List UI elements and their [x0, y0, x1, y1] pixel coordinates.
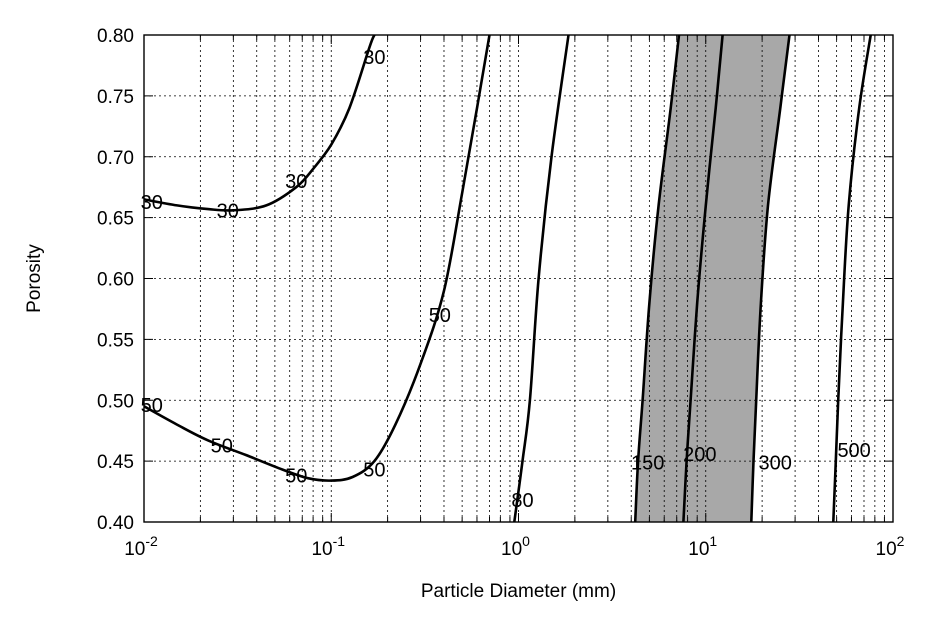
y-tick-label: 0.75 — [97, 87, 134, 108]
y-tick-label: 0.40 — [97, 513, 134, 534]
x-tick-label: 100 — [501, 533, 530, 560]
y-tick-label: 0.80 — [97, 26, 134, 47]
contour-label: 80 — [511, 490, 533, 512]
contour-label: 30 — [217, 200, 239, 222]
contour-label: 30 — [141, 192, 163, 214]
contour-label: 50 — [429, 305, 451, 327]
x-tick-label: 10-2 — [124, 533, 158, 560]
contour-label: 500 — [837, 440, 870, 462]
y-tick-label: 0.50 — [97, 391, 134, 412]
contour-line-200 — [682, 34, 724, 523]
y-tick-label: 0.65 — [97, 209, 134, 230]
y-tick-label: 0.60 — [97, 270, 134, 291]
contour-line-150 — [633, 34, 681, 523]
contour-label: 200 — [683, 444, 716, 466]
contour-line-500 — [832, 34, 872, 523]
y-axis-title: Porosity — [24, 244, 45, 313]
x-axis-title: Particle Diameter (mm) — [421, 581, 616, 602]
contour-line-80 — [513, 34, 570, 523]
contour-label: 50 — [211, 435, 233, 457]
contour-label: 50 — [285, 466, 307, 488]
contour-label: 50 — [363, 460, 385, 482]
contour-label: 50 — [141, 395, 163, 417]
grid-layer — [144, 35, 893, 522]
contour-line-50 — [143, 34, 491, 482]
y-tick-label: 0.70 — [97, 148, 134, 169]
contour-label: 150 — [631, 452, 664, 474]
contour-label: 30 — [363, 47, 385, 69]
x-tick-label: 102 — [876, 533, 905, 560]
y-tick-label: 0.55 — [97, 330, 134, 351]
contour-label: 300 — [759, 452, 792, 474]
contour-label: 30 — [285, 171, 307, 193]
tick-layer — [143, 34, 893, 523]
contour-line-30 — [143, 34, 376, 212]
y-tick-label: 0.45 — [97, 452, 134, 473]
x-tick-label: 101 — [688, 533, 717, 560]
curve-layer — [143, 34, 872, 523]
contour-line-300 — [750, 34, 791, 523]
x-tick-label: 10-1 — [311, 533, 345, 560]
label-layer: 0.40 0.45 0.50 0.55 0.60 0.65 0.70 0.75 0.80 10-2… — [97, 26, 905, 560]
